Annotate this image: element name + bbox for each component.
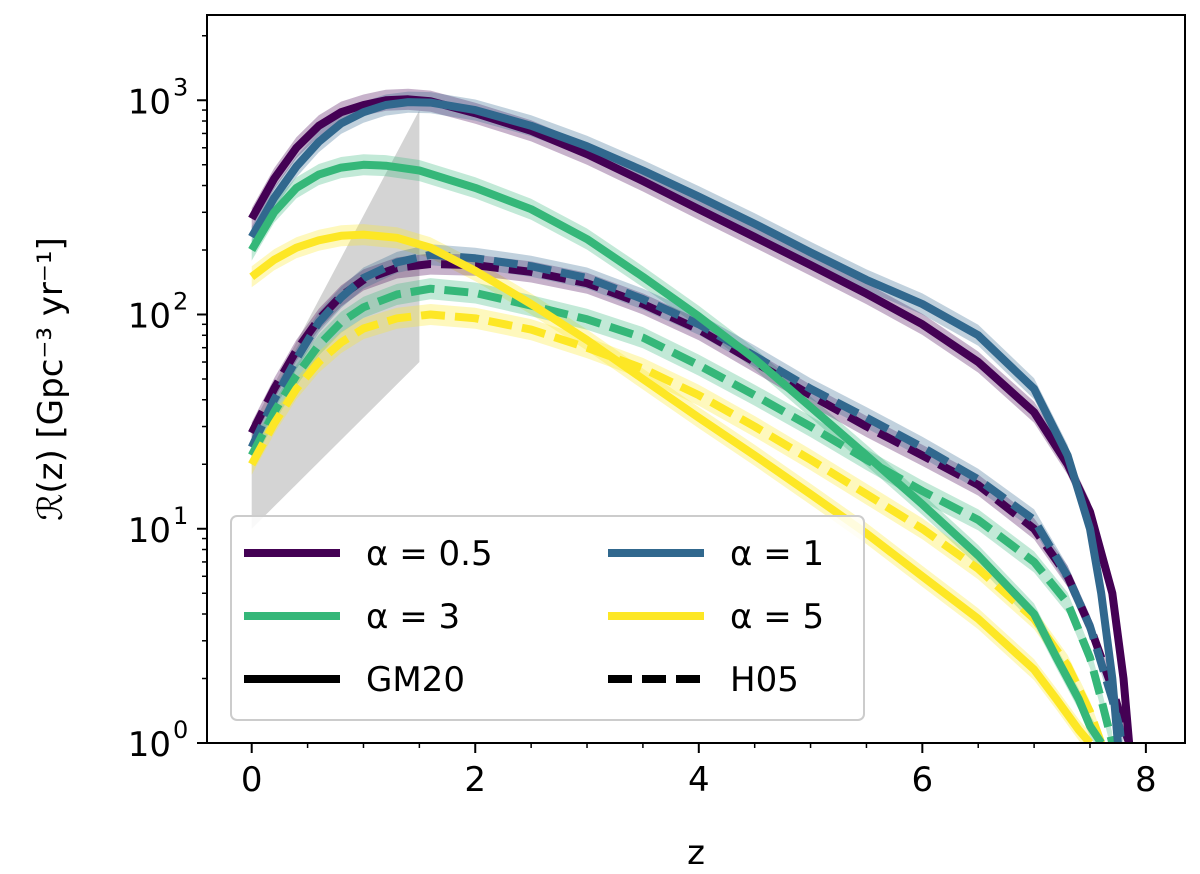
- y-tick-exponent: 1: [173, 502, 188, 530]
- legend-label: GM20: [366, 660, 465, 700]
- y-tick-label: 10: [128, 511, 171, 551]
- x-axis-label: z: [687, 833, 705, 873]
- series-line-gm20_a3: [248, 160, 1105, 743]
- y-tick-exponent: 3: [173, 73, 188, 101]
- y-axis-label: ℛ(z) [Gpc⁻³ yr⁻¹]: [31, 237, 71, 521]
- x-tick-label: 4: [688, 760, 710, 800]
- series-line-h05_a1: [248, 250, 1128, 743]
- legend-label: α = 3: [366, 597, 460, 637]
- uncertainty-band-h05_a1: [251, 244, 1124, 743]
- observational-band: [251, 110, 420, 529]
- legend-label: H05: [730, 660, 799, 700]
- series-line-gm20_a1: [248, 98, 1122, 743]
- series-line-h05_a5: [248, 310, 1105, 743]
- plot-area: [248, 88, 1134, 743]
- legend-label: α = 5: [730, 597, 824, 637]
- x-tick-label: 8: [1135, 760, 1157, 800]
- legend-label: α = 0.5: [366, 534, 493, 574]
- x-tick-label: 0: [241, 760, 263, 800]
- legend-label: α = 1: [730, 534, 824, 574]
- y-tick-label: 10: [128, 82, 171, 122]
- legend: α = 0.5 α = 1 α = 3 α = 5 GM20 H05: [230, 515, 865, 721]
- y-tick-label: 10: [128, 297, 171, 337]
- x-tick-label: 2: [464, 760, 486, 800]
- series-line-gm20_a5: [249, 230, 1094, 743]
- series-line-h05_a3: [248, 284, 1117, 743]
- y-tick-label: 10: [128, 725, 171, 765]
- legend-box: [230, 515, 865, 721]
- y-tick-exponent: 0: [173, 716, 188, 744]
- x-tick-label: 6: [912, 760, 934, 800]
- y-tick-exponent: 2: [173, 288, 188, 316]
